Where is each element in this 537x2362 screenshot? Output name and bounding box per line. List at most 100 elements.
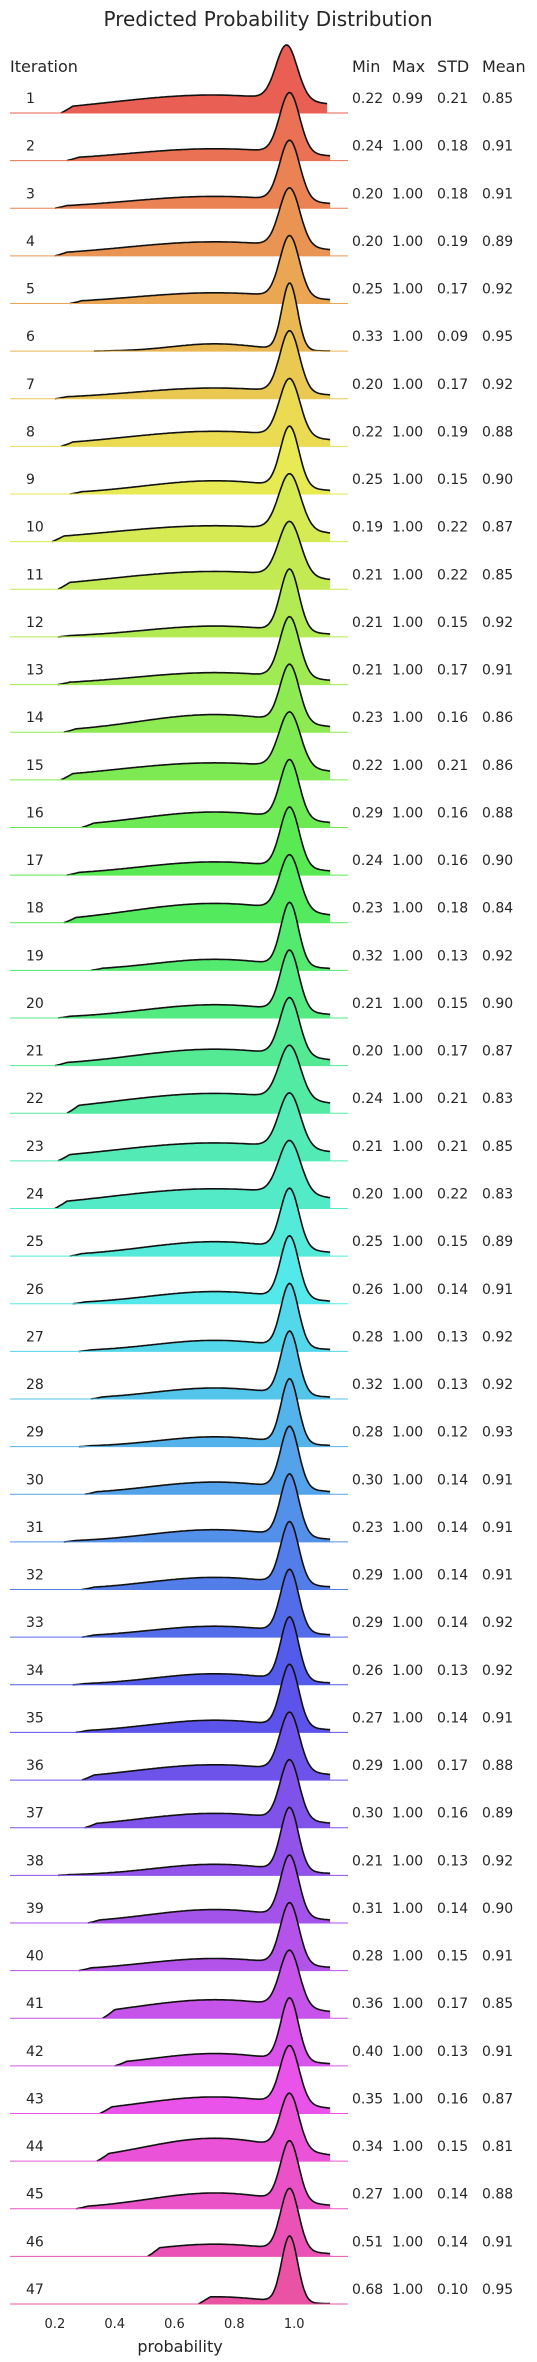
- ridge-row-2: 2 0.24 1.00 0.18 0.91: [10, 91, 513, 162]
- std-value: 0.17: [437, 663, 468, 679]
- min-value: 0.29: [352, 805, 383, 821]
- std-value: 0.21: [437, 1091, 468, 1107]
- density-outline: [60, 44, 328, 114]
- max-value: 1.00: [392, 758, 423, 774]
- iteration-label: 23: [26, 1139, 44, 1155]
- density-outline: [90, 901, 331, 972]
- density-fill: [63, 854, 331, 923]
- ridge-row-43: 43 0.35 1.00 0.16 0.87: [10, 2044, 513, 2115]
- min-header: Min: [352, 57, 380, 76]
- min-value: 0.32: [352, 948, 383, 964]
- max-value: 1.00: [392, 1949, 423, 1965]
- mean-value: 0.92: [482, 282, 513, 298]
- min-value: 0.21: [352, 1139, 383, 1155]
- density-outline: [114, 1996, 331, 2067]
- max-value: 1.00: [392, 1710, 423, 1726]
- mean-value: 0.88: [482, 2187, 513, 2203]
- iteration-label: 2: [26, 139, 35, 155]
- density-fill: [75, 1664, 331, 1733]
- iteration-label: 30: [26, 1472, 44, 1488]
- mean-value: 0.87: [482, 1044, 513, 1060]
- std-value: 0.14: [437, 1901, 468, 1917]
- x-tick-label: 0.4: [104, 2317, 125, 2332]
- min-value: 0.34: [352, 2139, 383, 2155]
- density-fill: [114, 1997, 331, 2066]
- mean-value: 0.91: [482, 663, 513, 679]
- iteration-label: 16: [26, 805, 44, 821]
- ridge-row-30: 30 0.30 1.00 0.14 0.91: [10, 1425, 513, 1496]
- std-value: 0.10: [437, 2282, 468, 2298]
- std-value: 0.13: [437, 1663, 468, 1679]
- std-value: 0.15: [437, 1234, 468, 1250]
- ridge-row-20: 20 0.21 1.00 0.15 0.90: [10, 949, 513, 1019]
- max-value: 1.00: [392, 805, 423, 821]
- min-value: 0.20: [352, 1187, 383, 1203]
- std-value: 0.14: [437, 1710, 468, 1726]
- iteration-label: 22: [26, 1091, 44, 1107]
- mean-value: 0.95: [482, 329, 513, 345]
- mean-value: 0.92: [482, 1615, 513, 1631]
- ridge-row-17: 17 0.24 1.00 0.16 0.90: [10, 806, 513, 876]
- std-value: 0.13: [437, 948, 468, 964]
- density-outline: [72, 1615, 331, 1686]
- chart-title: Predicted Probability Distribution: [103, 7, 432, 31]
- iteration-label: 47: [26, 2282, 44, 2298]
- std-value: 0.16: [437, 1806, 468, 1822]
- std-value: 0.19: [437, 234, 468, 250]
- min-value: 0.22: [352, 91, 383, 107]
- density-outline: [57, 567, 331, 638]
- mean-value: 0.84: [482, 901, 513, 917]
- density-fill: [78, 1378, 331, 1447]
- std-value: 0.13: [437, 1329, 468, 1345]
- iteration-label: 34: [26, 1663, 44, 1679]
- min-value: 0.21: [352, 663, 383, 679]
- min-value: 0.30: [352, 1806, 383, 1822]
- ridge-row-19: 19 0.32 1.00 0.13 0.92: [10, 901, 513, 972]
- min-value: 0.25: [352, 1234, 383, 1250]
- density-outline: [57, 615, 331, 686]
- density-outline: [75, 2139, 331, 2210]
- density-fill: [57, 950, 331, 1018]
- std-value: 0.12: [437, 1425, 468, 1441]
- std-value: 0.13: [437, 1377, 468, 1393]
- ridge-row-4: 4 0.20 1.00 0.19 0.89: [10, 187, 513, 257]
- max-value: 1.00: [392, 1996, 423, 2012]
- density-outline: [60, 377, 331, 448]
- density-outline: [54, 329, 331, 400]
- max-value: 1.00: [392, 948, 423, 964]
- mean-value: 0.85: [482, 1139, 513, 1155]
- mean-value: 0.91: [482, 139, 513, 155]
- std-value: 0.16: [437, 2091, 468, 2107]
- ridge-row-27: 27 0.28 1.00 0.13 0.92: [10, 1282, 513, 1353]
- max-value: 1.00: [392, 329, 423, 345]
- iteration-label: 29: [26, 1425, 44, 1441]
- density-outline: [87, 1854, 331, 1924]
- iteration-label: 44: [26, 2139, 44, 2155]
- std-value: 0.16: [437, 805, 468, 821]
- ridge-row-22: 22 0.24 1.00 0.21 0.83: [10, 1044, 513, 1114]
- iteration-label: 35: [26, 1710, 44, 1726]
- mean-value: 0.92: [482, 1663, 513, 1679]
- iteration-label: 19: [26, 948, 44, 964]
- min-value: 0.28: [352, 1329, 383, 1345]
- min-value: 0.51: [352, 2234, 383, 2250]
- max-value: 1.00: [392, 615, 423, 631]
- iteration-label: 15: [26, 758, 44, 774]
- iteration-header: Iteration: [10, 57, 78, 76]
- std-value: 0.17: [437, 1044, 468, 1060]
- std-value: 0.22: [437, 520, 468, 536]
- max-value: 1.00: [392, 996, 423, 1012]
- min-value: 0.40: [352, 2044, 383, 2060]
- ridge-row-29: 29 0.28 1.00 0.12 0.93: [10, 1377, 513, 1448]
- mean-value: 0.86: [482, 710, 513, 726]
- std-value: 0.14: [437, 2187, 468, 2203]
- ridge-row-46: 46 0.51 1.00 0.14 0.91: [10, 2187, 513, 2258]
- max-value: 1.00: [392, 1234, 423, 1250]
- min-value: 0.20: [352, 377, 383, 393]
- ridge-row-8: 8 0.22 1.00 0.19 0.88: [10, 377, 513, 448]
- max-value: 1.00: [392, 1853, 423, 1869]
- iteration-label: 9: [26, 472, 35, 488]
- std-value: 0.19: [437, 424, 468, 440]
- density-outline: [54, 187, 331, 257]
